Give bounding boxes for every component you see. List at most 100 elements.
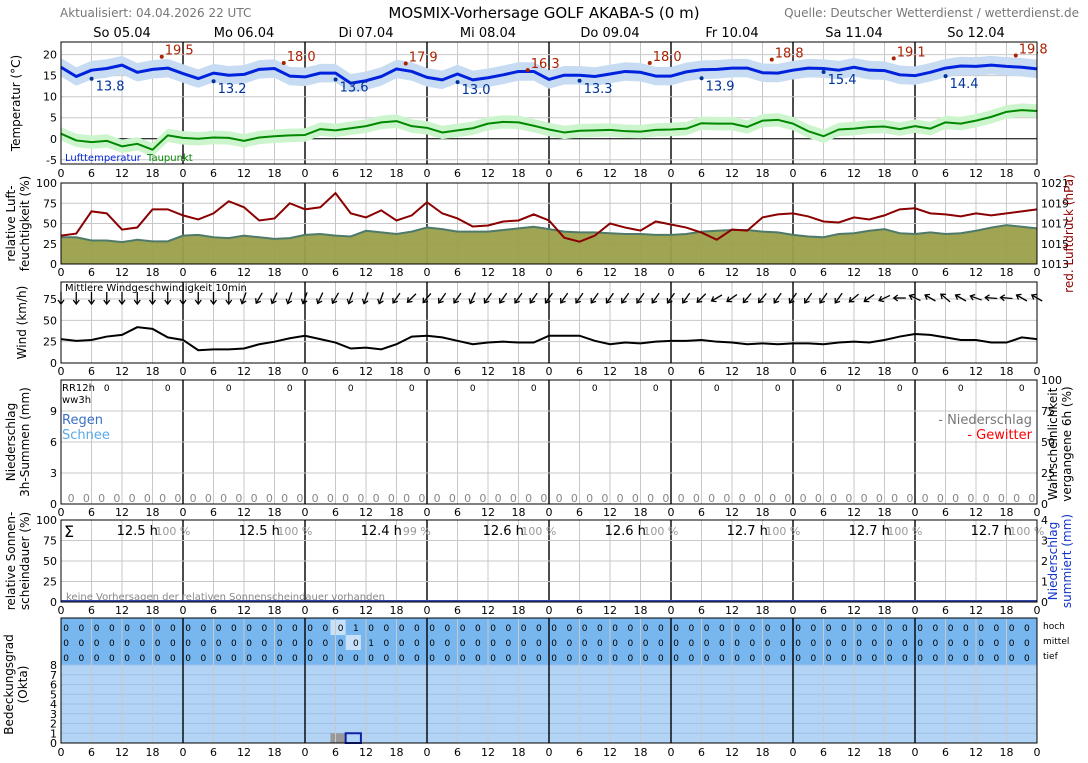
hour-tick-label: 6	[454, 266, 461, 279]
max-marker	[647, 61, 652, 66]
rr12h-value: 0	[409, 384, 415, 394]
precip-3h-value: 0	[388, 492, 395, 505]
wind-arrow	[331, 292, 340, 305]
cloud-level-value: 0	[261, 639, 267, 649]
hour-tick-label: 12	[725, 746, 739, 759]
wind-arrow	[878, 294, 891, 303]
hour-tick-label: 18	[1000, 266, 1014, 279]
wind-arrow-head	[270, 298, 277, 305]
hour-tick-label: 6	[820, 604, 827, 617]
hour-tick-label: 0	[546, 604, 553, 617]
wind-arrow-shaft	[909, 294, 921, 302]
hour-tick-label: 18	[878, 365, 892, 378]
precip-3h-value: 0	[449, 492, 456, 505]
daily-sunshine-percent: 100 %	[643, 525, 678, 538]
hour-tick-label: 6	[332, 604, 339, 617]
wind-arrow	[300, 292, 308, 305]
legend-snow: Schnee	[62, 428, 110, 443]
hour-tick-label: 12	[237, 266, 251, 279]
hour-tick-label: 0	[424, 167, 431, 180]
temp-uncertainty-band	[61, 55, 1037, 93]
wind-arrow-head	[453, 297, 460, 304]
hour-tick-label: 18	[512, 266, 526, 279]
cloud-highlight-cell	[345, 635, 361, 650]
hour-tick-label: 0	[668, 365, 675, 378]
wind-arrow-shaft	[970, 295, 982, 301]
min-marker	[943, 74, 948, 79]
hour-tick-label: 18	[512, 365, 526, 378]
cloud-level-value: 0	[719, 624, 725, 634]
wind-arrow-shaft	[863, 294, 875, 302]
hour-tick-label: 6	[332, 167, 339, 180]
wind-arrow-shaft	[529, 292, 538, 304]
hour-tick-label: 12	[115, 604, 129, 617]
cloud-level-value: 0	[338, 654, 344, 664]
cloud-level-value: 0	[216, 624, 222, 634]
wind-arrow	[377, 292, 384, 305]
cloud-level-value: 0	[765, 654, 771, 664]
wind-arrow-shaft	[726, 294, 738, 302]
cloud-level-value: 0	[688, 654, 694, 664]
cloud-level-value: 0	[94, 624, 100, 634]
wind-arrow-head	[863, 296, 870, 303]
hour-tick-label: 0	[424, 365, 431, 378]
sun-ytick: 25	[43, 576, 57, 589]
wind-arrow-shaft	[590, 292, 599, 304]
hour-tick-label: 0	[302, 167, 309, 180]
hour-tick-label: 12	[725, 604, 739, 617]
hour-tick-label: 6	[942, 365, 949, 378]
cloud-level-value: 0	[444, 654, 450, 664]
precip-3h-value: 0	[540, 492, 547, 505]
hour-tick-label: 6	[698, 266, 705, 279]
hour-tick-label: 12	[237, 604, 251, 617]
hour-tick-label: 18	[512, 746, 526, 759]
hour-tick-label: 6	[210, 506, 217, 519]
hour-tick-label: 0	[1034, 365, 1041, 378]
cloud-level-value: 0	[292, 639, 298, 649]
cloud-ytick: 2	[50, 718, 57, 731]
hour-tick-label: 6	[576, 506, 583, 519]
daily-sunshine-hours: 12.4 h	[361, 524, 402, 539]
wind-arrow-head	[924, 293, 931, 300]
wind-arrow-shaft	[834, 292, 843, 304]
cloud-ytick: 4	[50, 698, 57, 711]
wind-arrow-head	[498, 297, 505, 304]
hour-tick-label: 0	[58, 746, 65, 759]
precip-3h-value: 0	[296, 492, 303, 505]
cloud-level-value: 0	[688, 639, 694, 649]
cloud-level-value: 0	[1009, 654, 1015, 664]
wind-arrow-head	[316, 298, 323, 305]
day-label: Sa 11.04	[825, 26, 883, 41]
cloud-level-value: 0	[887, 624, 893, 634]
cloud-level-value: 0	[932, 639, 938, 649]
cloud-level-value: 0	[1024, 639, 1030, 649]
hour-tick-label: 0	[668, 167, 675, 180]
hour-tick-label: 18	[1000, 604, 1014, 617]
temp-ytick: 5	[50, 112, 57, 125]
page-title: MOSMIX-Vorhersage GOLF AKABA-S (0 m)	[388, 4, 700, 22]
cloud-level-value: 0	[734, 639, 740, 649]
cloud-level-value: 0	[704, 624, 710, 634]
cloud-level-value: 0	[826, 624, 832, 634]
press-y2tick: 1017	[1041, 218, 1069, 231]
cloud-level-value: 0	[780, 654, 786, 664]
wind-ylabel: Wind (km/h)	[15, 286, 29, 360]
cloud-level-value: 0	[902, 624, 908, 634]
wind-arrow-shaft	[742, 292, 752, 304]
cloud-level-value: 0	[490, 639, 496, 649]
pressure-ylabel: red. Luftdruck (hPa)	[1062, 174, 1076, 293]
psum-y2tick: 1	[1041, 576, 1048, 589]
wind-arrow-shaft	[453, 292, 462, 304]
wind-arrow-head	[148, 299, 157, 306]
hour-tick-label: 6	[210, 266, 217, 279]
hour-tick-label: 12	[359, 604, 373, 617]
wind-ytick: 0	[50, 357, 57, 370]
precip-3h-value: 0	[983, 492, 990, 505]
hour-tick-label: 12	[847, 266, 861, 279]
wind-arrow-shaft	[696, 293, 707, 303]
wind-arrow	[498, 292, 508, 304]
precip-3h-value: 0	[632, 492, 639, 505]
wind-arrow	[437, 292, 447, 304]
updated-text: Aktualisiert: 04.04.2026 22 UTC	[60, 6, 252, 20]
precip-3h-value: 0	[845, 492, 852, 505]
